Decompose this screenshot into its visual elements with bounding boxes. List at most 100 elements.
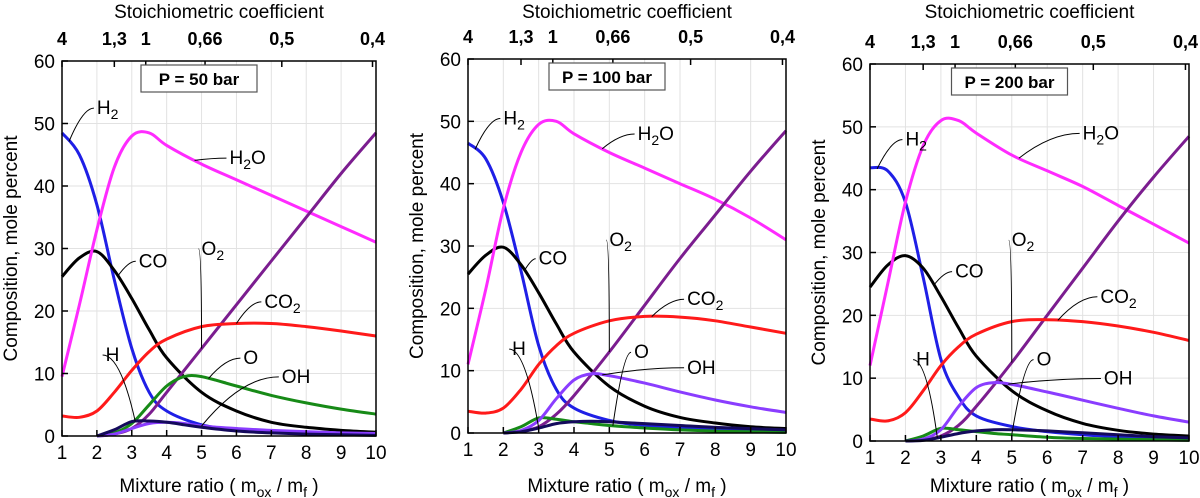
x-tick-label: 1: [57, 443, 68, 464]
chart-title: P = 100 bar: [562, 68, 652, 87]
chart-title: P = 200 bar: [965, 73, 1055, 92]
series-h2o-line: [466, 118, 787, 365]
series-label-o2: O2: [202, 239, 225, 263]
x-tick-label: 6: [639, 440, 650, 461]
series-co2-line: [467, 314, 787, 415]
top-tick-label: 0,4: [1173, 32, 1198, 52]
series-label-o2: O2: [609, 230, 632, 254]
x-tick-label: 8: [710, 440, 721, 461]
series-co-line: [466, 245, 787, 431]
x-tick-label: 1: [865, 448, 876, 469]
series-label-co: CO: [139, 251, 168, 272]
series-label-oh: OH: [282, 367, 311, 388]
x-tick-label: 7: [675, 440, 686, 461]
series-label-co: CO: [955, 262, 984, 283]
series-label-leader: [605, 239, 610, 352]
x-tick-label: 5: [1006, 448, 1017, 469]
series-o-line: [96, 373, 377, 438]
top-tick-label: 1,3: [102, 29, 127, 49]
y-tick-label: 50: [34, 115, 55, 136]
top-tick-label: 1: [548, 27, 558, 47]
pressure-title-box: [140, 64, 258, 93]
top-tick-label: 0,66: [595, 27, 630, 47]
y-tick-label: 20: [440, 299, 461, 320]
series-co-line: [60, 249, 377, 434]
pressure-title-box: [548, 62, 666, 91]
chart-title: P = 50 bar: [159, 70, 240, 89]
series-label-o: O: [1037, 350, 1052, 371]
series-h2-line: [60, 131, 377, 437]
top-tick-label: 4: [865, 32, 875, 52]
series-label-leader: [509, 348, 540, 429]
x-tick-label: 7: [1077, 448, 1088, 469]
x-tick-label: 3: [936, 448, 947, 469]
series-label-leader: [198, 248, 203, 349]
x-tick-label: 9: [745, 440, 756, 461]
top-tick-label: 0,5: [269, 29, 294, 49]
top-tick-label: 0,5: [1081, 32, 1106, 52]
x-tick-label: 2: [900, 448, 911, 469]
y-tick-label: 50: [842, 118, 863, 139]
y-tick-label: 0: [44, 427, 55, 448]
y-tick-label: 10: [842, 369, 863, 390]
series-label-leader: [612, 351, 632, 426]
top-tick-label: 1,3: [911, 32, 936, 52]
y-tick-label: 30: [842, 244, 863, 265]
series-oh-line: [905, 380, 1190, 443]
top-axis-title: Stoichiometric coefficient: [114, 2, 325, 23]
series-label-h: H: [916, 350, 930, 371]
x-tick-label: 9: [336, 443, 347, 464]
series-label-h2: H2: [97, 98, 119, 122]
y-tick-label: 20: [842, 306, 863, 327]
series-label-co2: CO2: [687, 289, 724, 313]
y-tick-label: 10: [34, 365, 55, 386]
series-label-h2o: H2O: [229, 148, 265, 172]
series-label-leader: [651, 298, 685, 317]
top-tick-label: 1: [950, 32, 960, 52]
series-label-o: O: [634, 342, 649, 363]
y-tick-label: 30: [34, 240, 55, 261]
series-label-co2: CO2: [1100, 287, 1137, 311]
x-axis-title: Mixture ratio ( mox / mf ): [527, 476, 726, 498]
series-label-oh: OH: [687, 358, 716, 379]
series-h-line: [905, 428, 1190, 443]
x-tick-label: 5: [604, 440, 615, 461]
series-label-h2: H2: [503, 108, 525, 132]
top-tick-label: 4: [57, 29, 67, 49]
series-label-h2o: H2O: [1083, 123, 1119, 147]
x-tick-label: 2: [92, 443, 103, 464]
series-label-leader: [912, 359, 938, 438]
top-tick-label: 0,5: [678, 27, 703, 47]
pressure-title-box: [950, 67, 1069, 96]
top-tick-label: 1: [141, 29, 151, 49]
series-label-oh: OH: [1104, 368, 1133, 389]
series-label-leader: [236, 301, 262, 324]
top-tick-label: 0,4: [360, 29, 385, 49]
series-label-leader: [1011, 359, 1034, 435]
x-tick-label: 6: [1042, 448, 1053, 469]
series-label-h2: H2: [905, 130, 927, 154]
series-co-line: [868, 254, 1190, 438]
top-axis-title: Stoichiometric coefficient: [925, 2, 1136, 23]
x-tick-label: 5: [196, 443, 207, 464]
x-tick-label: 10: [1178, 448, 1199, 469]
series-label-co2: CO2: [264, 292, 301, 316]
x-axis-title: Mixture ratio ( mox / mf ): [119, 476, 318, 498]
series-label-leader: [601, 133, 635, 150]
y-tick-label: 60: [440, 50, 461, 71]
series-label-leader: [1008, 239, 1013, 363]
y-axis-title: Composition, mole percent: [1, 135, 22, 362]
x-tick-label: 4: [971, 448, 982, 469]
series-label-h2o: H2O: [638, 124, 674, 148]
top-tick-label: 1,3: [508, 27, 533, 47]
series-label-leader: [1057, 296, 1098, 321]
x-tick-label: 4: [569, 440, 580, 461]
series-o-line: [905, 426, 1190, 443]
series-label-o: O: [243, 348, 258, 369]
x-tick-label: 2: [498, 440, 509, 461]
x-tick-label: 3: [533, 440, 544, 461]
top-tick-label: 0,4: [770, 27, 795, 47]
x-tick-label: 8: [301, 443, 312, 464]
y-tick-label: 0: [450, 424, 461, 445]
